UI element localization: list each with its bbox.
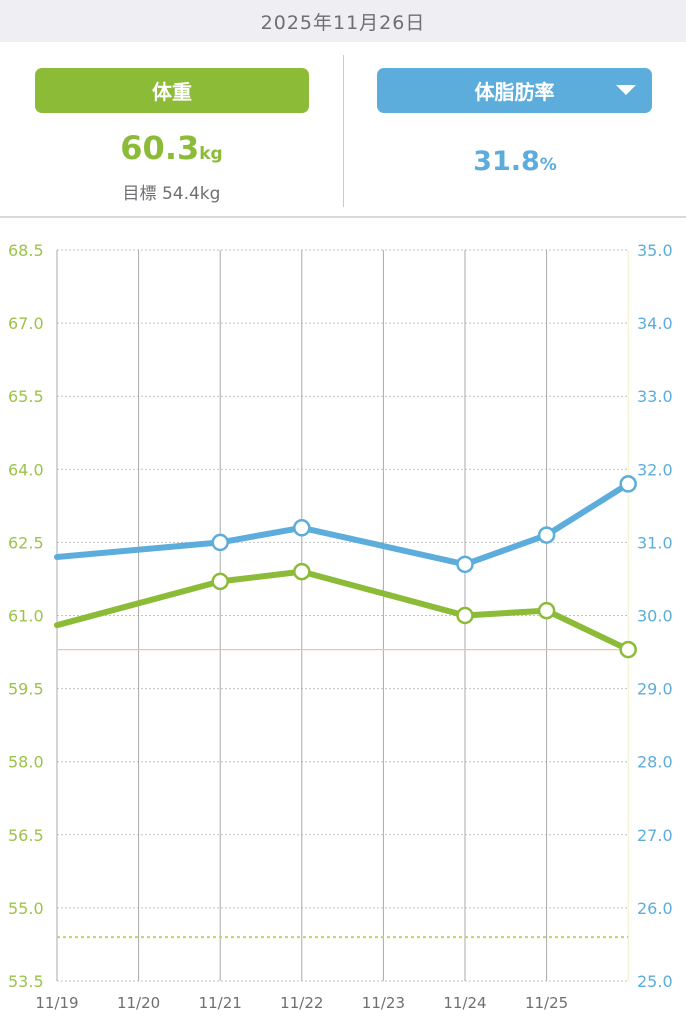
left-axis-tick-label: 62.5 — [8, 533, 44, 552]
right-axis-tick-label: 35.0 — [637, 241, 673, 260]
right-axis-tick-label: 33.0 — [637, 387, 673, 406]
weight-tab-button[interactable]: 体重 — [35, 68, 309, 113]
header-divider — [0, 216, 686, 218]
weight-data-point — [537, 601, 556, 620]
right-axis-tick-label: 27.0 — [637, 826, 673, 845]
x-axis-tick-label: 11/24 — [443, 994, 486, 1012]
right-axis-tick-label: 31.0 — [637, 533, 673, 552]
body-fat-value: 31.8% — [344, 146, 686, 177]
weight-tab-label: 体重 — [152, 80, 192, 104]
weight-target: 目標 54.4kg — [0, 179, 343, 204]
body-fat-number: 31.8 — [473, 146, 540, 177]
weight-series-line — [54, 568, 632, 653]
date-label: 2025年11月26日 — [260, 11, 426, 34]
right-axis-tick-label: 25.0 — [637, 972, 673, 991]
weight-data-point — [293, 562, 311, 581]
target-label: 目標 — [122, 184, 157, 204]
x-axis-tick-label: 11/25 — [525, 994, 568, 1012]
left-axis-tick-label: 58.0 — [8, 753, 44, 772]
left-axis-tick-label: 55.0 — [8, 899, 44, 918]
body-fat-data-point — [619, 475, 637, 493]
left-axis-tick-label: 56.5 — [8, 826, 44, 845]
weight-value: 60.3kg — [0, 129, 343, 167]
x-axis-tick-label: 11/21 — [199, 994, 242, 1012]
right-axis-tick-label: 34.0 — [637, 314, 673, 333]
weight-data-point — [456, 606, 474, 625]
body-fat-series-line — [54, 480, 632, 568]
weight-number: 60.3 — [120, 129, 200, 167]
left-axis-tick-label: 68.5 — [8, 241, 44, 260]
left-axis-tick-label: 61.0 — [8, 607, 44, 626]
body-fat-dropdown-button[interactable]: 体脂肪率 — [377, 68, 652, 113]
body-fat-panel: 体脂肪率 31.8% — [344, 42, 686, 217]
body-fat-data-point — [537, 526, 556, 544]
left-axis-tick-label: 64.0 — [8, 460, 44, 479]
panel-divider — [343, 55, 344, 207]
left-axis-tick-label: 65.5 — [8, 387, 44, 406]
x-axis-tick-label: 11/19 — [35, 994, 78, 1012]
left-axis-tick-label: 59.5 — [8, 680, 44, 699]
body-fat-data-point — [211, 533, 229, 552]
body-fat-tab-label: 体脂肪率 — [474, 80, 555, 104]
x-axis-tick-label: 11/23 — [362, 994, 405, 1012]
date-header: 2025年11月26日 — [0, 0, 686, 42]
weight-unit: kg — [199, 144, 223, 164]
body-fat-data-point — [456, 555, 474, 574]
left-axis-tick-label: 67.0 — [8, 314, 44, 333]
right-axis-tick-label: 28.0 — [637, 753, 673, 772]
weight-body-fat-chart: 68.5 67.0 65.5 64.0 62.5 61.0 59.5 58.0 56.5 55.0… — [8, 241, 673, 1012]
left-axis-tick-label: 53.5 — [8, 972, 44, 991]
right-axis-tick-label: 32.0 — [637, 460, 673, 479]
target-value: 54.4kg — [161, 184, 221, 204]
right-axis-tick-label: 26.0 — [637, 899, 673, 918]
x-axis-tick-label: 11/20 — [117, 994, 160, 1012]
right-axis-tick-label: 30.0 — [637, 607, 673, 626]
weight-panel: 体重 60.3kg 目標 54.4kg — [0, 42, 343, 217]
body-fat-data-point — [293, 519, 311, 537]
caret-down-icon — [616, 85, 636, 95]
right-axis-tick-label: 29.0 — [637, 680, 673, 699]
body-fat-unit: % — [539, 155, 557, 175]
x-axis-tick-label: 11/22 — [280, 994, 323, 1012]
weight-data-point — [211, 572, 229, 591]
weight-data-point — [619, 640, 637, 659]
